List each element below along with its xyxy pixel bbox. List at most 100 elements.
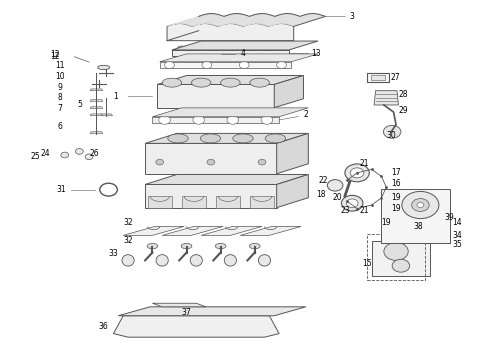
Ellipse shape bbox=[250, 78, 270, 87]
Text: 15: 15 bbox=[362, 260, 372, 269]
Polygon shape bbox=[237, 14, 269, 24]
Polygon shape bbox=[268, 16, 300, 26]
Polygon shape bbox=[193, 16, 225, 26]
Polygon shape bbox=[254, 14, 287, 24]
Text: 9: 9 bbox=[57, 83, 62, 92]
Text: 11: 11 bbox=[55, 61, 65, 70]
Polygon shape bbox=[173, 14, 206, 24]
Circle shape bbox=[261, 116, 273, 124]
Polygon shape bbox=[248, 15, 280, 25]
Polygon shape bbox=[274, 76, 303, 108]
Polygon shape bbox=[223, 14, 255, 24]
Polygon shape bbox=[241, 15, 273, 26]
Ellipse shape bbox=[156, 255, 168, 266]
Ellipse shape bbox=[197, 46, 205, 50]
Polygon shape bbox=[255, 14, 287, 23]
Polygon shape bbox=[265, 15, 297, 25]
Ellipse shape bbox=[98, 65, 110, 69]
Circle shape bbox=[85, 154, 93, 159]
Text: 1: 1 bbox=[114, 91, 118, 100]
Text: 26: 26 bbox=[89, 149, 99, 158]
Text: 38: 38 bbox=[413, 222, 423, 231]
Polygon shape bbox=[283, 14, 315, 24]
Polygon shape bbox=[203, 14, 235, 24]
Polygon shape bbox=[292, 16, 324, 26]
Polygon shape bbox=[278, 14, 311, 24]
Polygon shape bbox=[273, 14, 306, 25]
Polygon shape bbox=[285, 14, 317, 24]
Polygon shape bbox=[264, 15, 296, 25]
Polygon shape bbox=[231, 14, 263, 23]
Polygon shape bbox=[244, 16, 276, 26]
Polygon shape bbox=[123, 226, 184, 235]
Polygon shape bbox=[216, 16, 248, 26]
Polygon shape bbox=[225, 14, 257, 24]
Text: 35: 35 bbox=[452, 240, 462, 249]
Polygon shape bbox=[175, 14, 208, 24]
Polygon shape bbox=[240, 15, 272, 26]
Polygon shape bbox=[100, 114, 113, 116]
Polygon shape bbox=[228, 14, 261, 24]
Polygon shape bbox=[178, 14, 210, 24]
Polygon shape bbox=[181, 14, 213, 24]
Polygon shape bbox=[203, 14, 236, 24]
Circle shape bbox=[327, 180, 343, 191]
Polygon shape bbox=[217, 16, 249, 26]
Polygon shape bbox=[222, 15, 254, 25]
Ellipse shape bbox=[275, 46, 284, 50]
Polygon shape bbox=[233, 14, 266, 24]
Polygon shape bbox=[291, 15, 323, 26]
Polygon shape bbox=[224, 14, 257, 24]
Polygon shape bbox=[276, 14, 308, 24]
Polygon shape bbox=[212, 15, 245, 25]
Text: 5: 5 bbox=[77, 100, 82, 109]
Circle shape bbox=[227, 116, 239, 124]
Ellipse shape bbox=[122, 255, 134, 266]
Polygon shape bbox=[277, 14, 310, 24]
Polygon shape bbox=[229, 14, 262, 23]
Polygon shape bbox=[234, 14, 266, 24]
Polygon shape bbox=[274, 14, 307, 24]
Polygon shape bbox=[212, 14, 244, 24]
Polygon shape bbox=[197, 14, 230, 25]
Polygon shape bbox=[90, 114, 103, 116]
Circle shape bbox=[417, 203, 424, 207]
Polygon shape bbox=[293, 16, 325, 26]
Polygon shape bbox=[147, 196, 172, 208]
Polygon shape bbox=[189, 15, 221, 26]
Polygon shape bbox=[263, 15, 295, 25]
Polygon shape bbox=[182, 14, 215, 24]
Text: 32: 32 bbox=[123, 219, 133, 228]
Polygon shape bbox=[230, 14, 262, 23]
Polygon shape bbox=[214, 15, 246, 25]
Polygon shape bbox=[176, 14, 209, 24]
Text: 27: 27 bbox=[390, 73, 400, 82]
Polygon shape bbox=[196, 15, 228, 25]
Polygon shape bbox=[240, 226, 301, 235]
Text: 19: 19 bbox=[381, 219, 391, 228]
Polygon shape bbox=[291, 15, 323, 26]
Polygon shape bbox=[266, 15, 298, 26]
Circle shape bbox=[412, 199, 429, 211]
Ellipse shape bbox=[190, 255, 202, 266]
Polygon shape bbox=[172, 50, 289, 57]
Ellipse shape bbox=[265, 134, 286, 143]
Ellipse shape bbox=[236, 46, 245, 50]
Text: 33: 33 bbox=[109, 249, 118, 258]
Polygon shape bbox=[287, 14, 319, 24]
Polygon shape bbox=[275, 14, 308, 24]
Polygon shape bbox=[250, 14, 283, 24]
Ellipse shape bbox=[168, 134, 188, 143]
Polygon shape bbox=[171, 15, 203, 25]
Polygon shape bbox=[231, 14, 264, 24]
Polygon shape bbox=[194, 16, 226, 26]
Polygon shape bbox=[273, 15, 305, 25]
Polygon shape bbox=[371, 75, 385, 80]
Text: 8: 8 bbox=[57, 93, 62, 102]
Circle shape bbox=[165, 62, 174, 68]
Circle shape bbox=[156, 159, 164, 165]
Polygon shape bbox=[252, 14, 285, 24]
Polygon shape bbox=[256, 14, 289, 23]
Polygon shape bbox=[145, 184, 277, 208]
Polygon shape bbox=[216, 15, 248, 26]
